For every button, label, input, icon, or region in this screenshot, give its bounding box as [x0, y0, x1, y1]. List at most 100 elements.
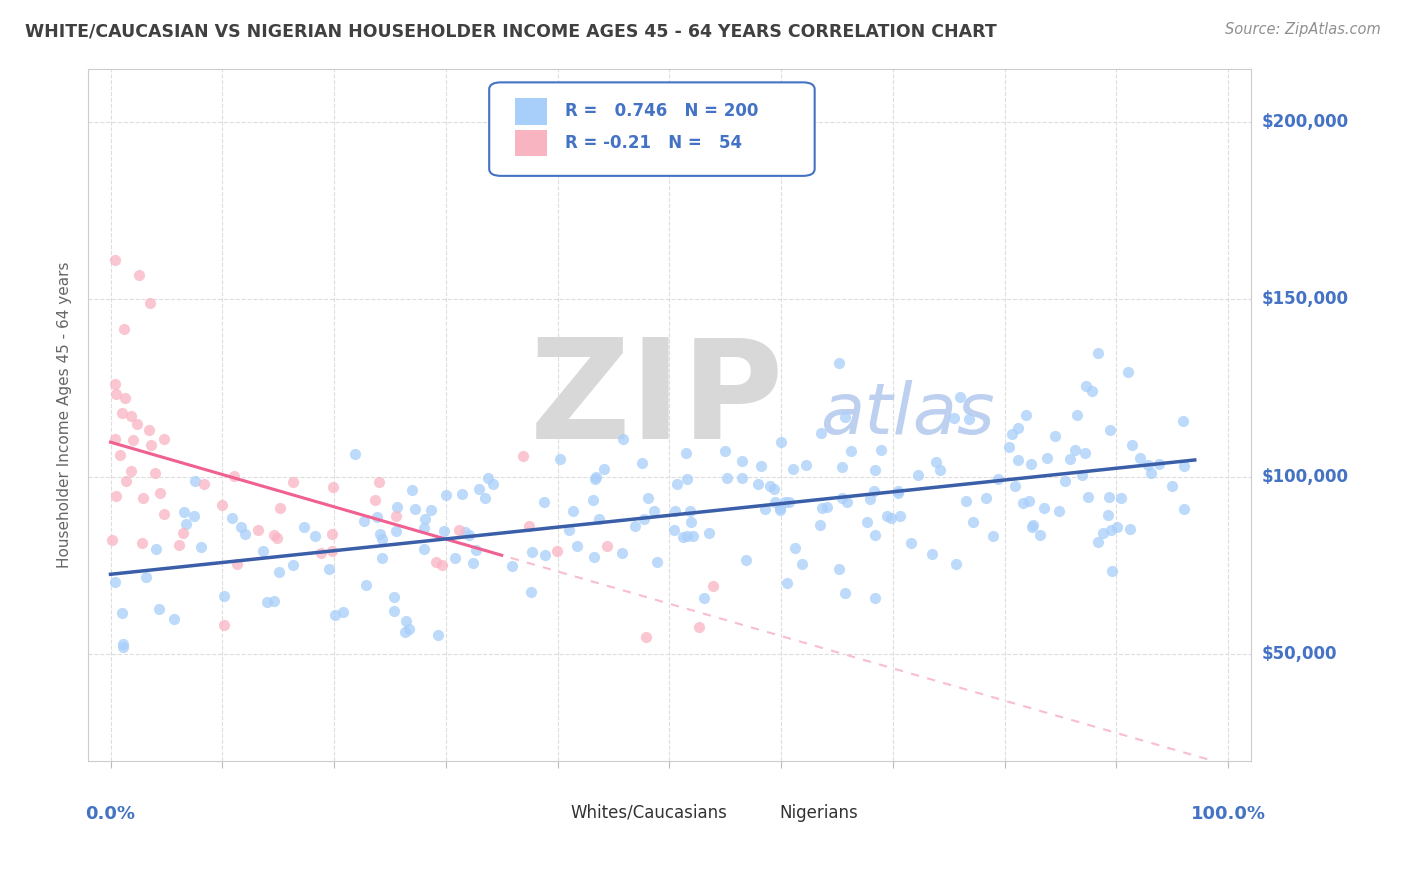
- Point: [458, 527, 481, 541]
- Point: [482, 476, 505, 491]
- Point: [368, 475, 391, 489]
- Point: [675, 446, 697, 460]
- Point: [104, 252, 127, 267]
- Point: [120, 464, 142, 478]
- Point: [128, 268, 150, 282]
- Point: [1119, 522, 1142, 536]
- Point: [624, 518, 647, 533]
- Point: [163, 612, 186, 626]
- Point: [1097, 508, 1119, 522]
- Point: [465, 542, 488, 557]
- Point: [267, 566, 290, 580]
- Point: [831, 491, 853, 506]
- Point: [747, 477, 769, 491]
- Point: [928, 463, 950, 477]
- Point: [214, 589, 236, 603]
- Text: 100.0%: 100.0%: [1191, 805, 1265, 823]
- Point: [394, 624, 416, 639]
- Text: Whites/Caucasians: Whites/Caucasians: [571, 804, 727, 822]
- Point: [834, 410, 856, 425]
- Point: [344, 447, 367, 461]
- Point: [588, 512, 610, 526]
- Point: [792, 557, 814, 571]
- Point: [943, 411, 966, 425]
- Point: [105, 489, 128, 503]
- Point: [413, 512, 436, 526]
- Point: [501, 559, 523, 574]
- Point: [522, 544, 544, 558]
- Point: [880, 511, 903, 525]
- Point: [834, 585, 856, 599]
- Point: [1059, 452, 1081, 467]
- Point: [889, 509, 911, 524]
- Point: [183, 508, 205, 523]
- Point: [354, 578, 377, 592]
- Point: [222, 468, 245, 483]
- Point: [749, 459, 772, 474]
- Point: [610, 546, 633, 560]
- Point: [322, 480, 344, 494]
- Point: [461, 556, 484, 570]
- Point: [647, 555, 669, 569]
- Point: [808, 517, 831, 532]
- Point: [1074, 446, 1097, 460]
- Point: [678, 504, 700, 518]
- Point: [427, 628, 450, 642]
- Point: [395, 614, 418, 628]
- Point: [454, 524, 477, 539]
- Point: [384, 509, 406, 524]
- Point: [763, 483, 786, 497]
- Point: [1021, 520, 1043, 534]
- Point: [231, 520, 253, 534]
- Point: [114, 475, 136, 489]
- Text: $200,000: $200,000: [1261, 112, 1348, 131]
- Point: [477, 471, 499, 485]
- Point: [318, 562, 340, 576]
- Point: [870, 442, 893, 457]
- Point: [325, 607, 347, 622]
- Point: [420, 503, 443, 517]
- Point: [364, 493, 387, 508]
- Point: [121, 434, 143, 448]
- Point: [949, 390, 972, 404]
- Point: [1109, 491, 1132, 505]
- Point: [413, 542, 436, 557]
- Point: [148, 601, 170, 615]
- Point: [1139, 466, 1161, 480]
- Text: atlas: atlas: [821, 380, 995, 450]
- Point: [828, 356, 851, 370]
- Y-axis label: Householder Income Ages 45 - 64 years: Householder Income Ages 45 - 64 years: [58, 261, 72, 568]
- Point: [697, 526, 720, 541]
- Point: [131, 536, 153, 550]
- Point: [1173, 502, 1195, 516]
- Text: Source: ZipAtlas.com: Source: ZipAtlas.com: [1225, 22, 1381, 37]
- Point: [955, 494, 977, 508]
- Point: [1033, 500, 1056, 515]
- Point: [998, 440, 1021, 454]
- Point: [1136, 458, 1159, 472]
- Point: [135, 569, 157, 583]
- Point: [114, 391, 136, 405]
- Point: [692, 591, 714, 606]
- Point: [1087, 345, 1109, 359]
- Point: [132, 491, 155, 505]
- Point: [533, 495, 555, 509]
- Point: [145, 542, 167, 557]
- Point: [401, 483, 423, 498]
- Point: [104, 432, 127, 446]
- Point: [167, 538, 190, 552]
- Point: [1007, 453, 1029, 467]
- Point: [143, 467, 166, 481]
- Point: [558, 524, 581, 538]
- Point: [957, 411, 980, 425]
- Point: [763, 494, 786, 508]
- Point: [612, 432, 634, 446]
- Point: [172, 526, 194, 541]
- Point: [810, 426, 832, 441]
- Point: [974, 491, 997, 506]
- Text: R =   0.746   N = 200: R = 0.746 N = 200: [565, 103, 758, 120]
- FancyBboxPatch shape: [530, 800, 562, 825]
- Point: [776, 575, 799, 590]
- FancyBboxPatch shape: [515, 98, 547, 125]
- Point: [859, 491, 882, 506]
